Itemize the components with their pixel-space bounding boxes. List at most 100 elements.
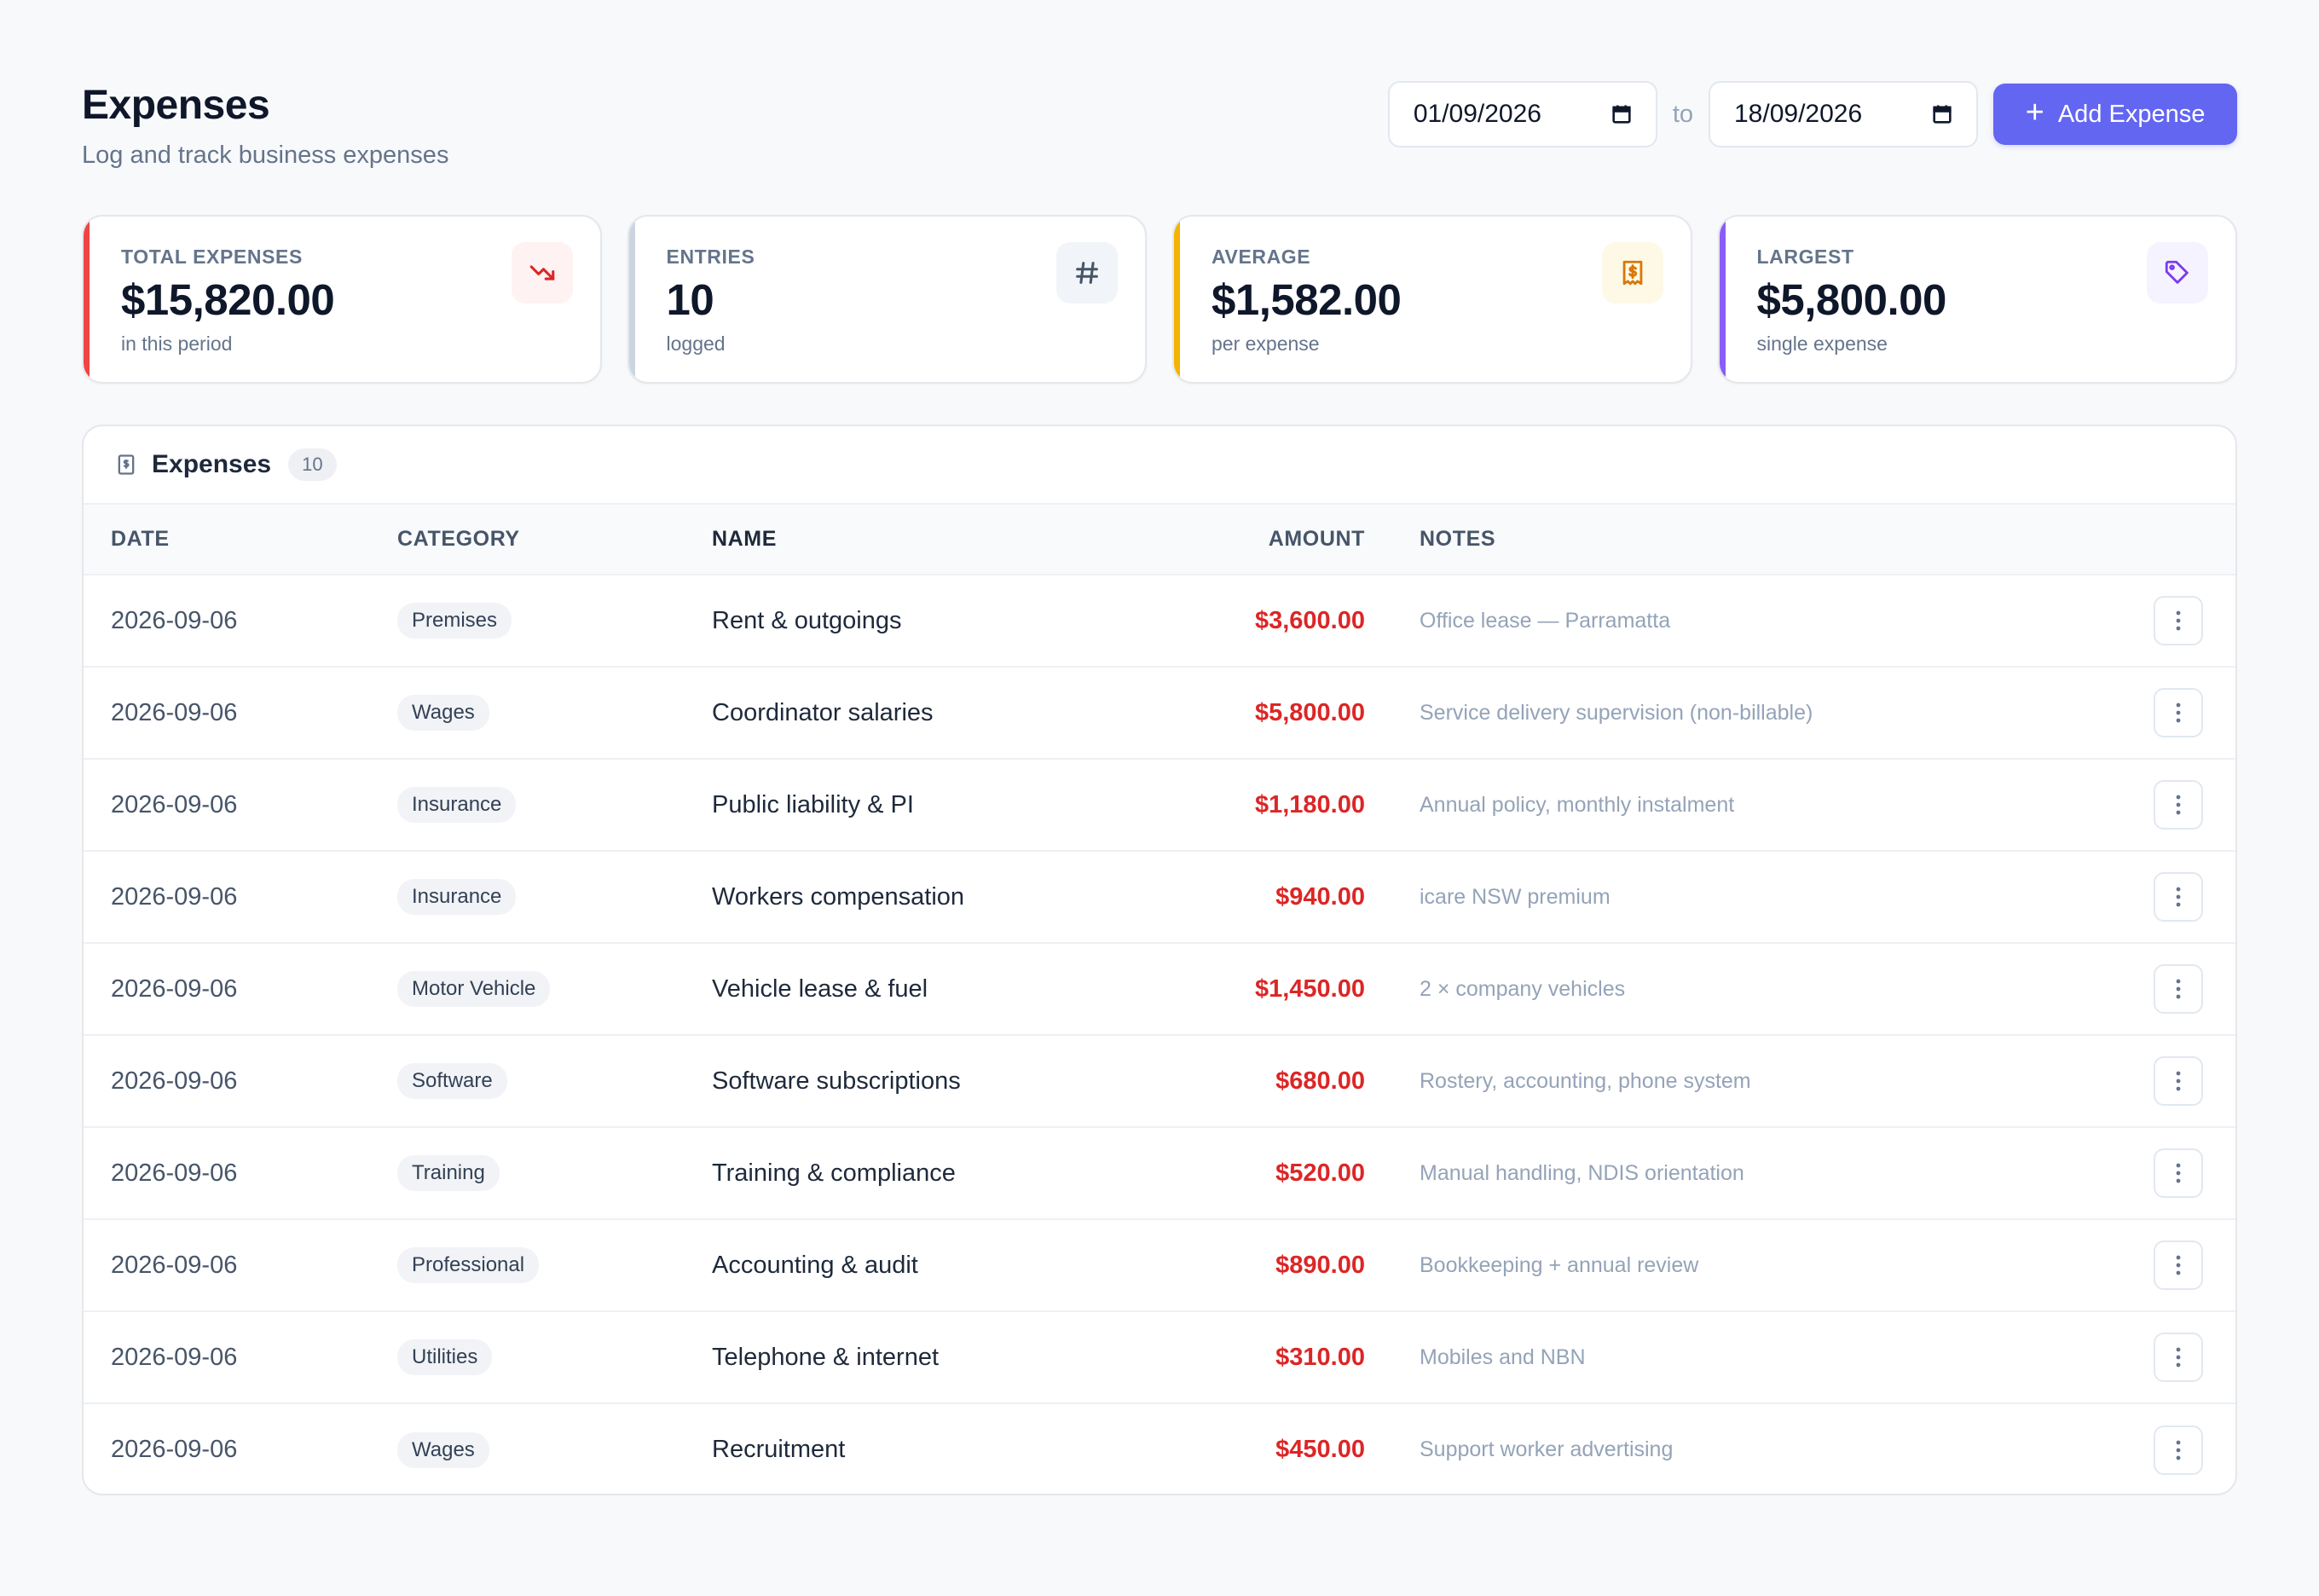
calendar-icon[interactable] xyxy=(1610,102,1634,126)
actions-cell xyxy=(2154,942,2235,1035)
date-to-input[interactable]: 18/09/2026 xyxy=(1709,81,1978,147)
row-actions-button[interactable] xyxy=(2154,1333,2203,1382)
stat-card-average: AVERAGE $1,582.00 per expense xyxy=(1172,215,1692,384)
stat-label: ENTRIES xyxy=(666,246,755,268)
column-header-date[interactable]: DATE xyxy=(84,505,397,575)
expense-notes: Bookkeeping + annual review xyxy=(1365,1218,2154,1311)
expense-notes: Mobiles and NBN xyxy=(1365,1310,2154,1403)
table-row[interactable]: 2026-09-06 Professional Accounting & audit… xyxy=(84,1218,2235,1311)
expense-amount: $890.00 xyxy=(1215,1218,1365,1311)
expense-date: 2026-09-06 xyxy=(111,606,238,634)
card-accent xyxy=(1174,217,1180,382)
table-row[interactable]: 2026-09-06 Premises Rent & outgoings $3,600… xyxy=(84,575,2235,667)
expense-amount: $1,180.00 xyxy=(1215,758,1365,851)
actions-cell xyxy=(2154,1310,2235,1403)
table-row[interactable]: 2026-09-06 Wages Recruitment $450.00 Support… xyxy=(84,1402,2235,1494)
table-row[interactable]: 2026-09-06 Utilities Telephone & internet $… xyxy=(84,1310,2235,1403)
expense-notes: 2 × company vehicles xyxy=(1365,942,2154,1035)
row-actions-button[interactable] xyxy=(2154,964,2203,1014)
expense-name: Rent & outgoings xyxy=(712,606,902,634)
category-badge: Wages xyxy=(397,695,489,731)
expense-date: 2026-09-06 xyxy=(84,1034,397,1127)
actions-cell xyxy=(2154,1402,2235,1494)
receipt-icon xyxy=(1601,242,1663,304)
category-cell: Insurance xyxy=(397,850,712,943)
calendar-icon[interactable] xyxy=(1930,102,1954,126)
actions-cell xyxy=(2154,575,2235,667)
date-from-input[interactable]: 01/09/2026 xyxy=(1387,81,1657,147)
column-header-notes[interactable]: NOTES xyxy=(1365,505,2154,575)
expense-notes: Manual handling, NDIS orientation xyxy=(1365,1126,2154,1219)
add-expense-button[interactable]: + Add Expense xyxy=(1993,84,2237,145)
expense-name: Telephone & internet xyxy=(712,1310,1215,1403)
category-cell: Utilities xyxy=(397,1310,712,1403)
stat-label: AVERAGE xyxy=(1212,246,1311,268)
table-row[interactable]: 2026-09-06 Insurance Public liability & PI… xyxy=(84,758,2235,851)
card-accent xyxy=(84,217,90,382)
expense-notes: Rostery, accounting, phone system xyxy=(1365,1034,2154,1127)
stat-card-largest: LARGEST $5,800.00 single expense xyxy=(1717,215,2237,384)
expense-notes: Service delivery supervision (non-billab… xyxy=(1365,666,2154,759)
category-cell: Training xyxy=(397,1126,712,1219)
column-header-name[interactable]: NAME xyxy=(712,505,1215,575)
category-cell: Motor Vehicle xyxy=(397,942,712,1035)
stat-note: per expense xyxy=(1212,332,1320,355)
count-badge: 10 xyxy=(288,448,337,481)
expense-date: 2026-09-06 xyxy=(84,850,397,943)
expense-notes: Office lease — Parramatta xyxy=(1420,608,1671,633)
column-header-category[interactable]: CATEGORY xyxy=(397,505,712,575)
column-header-actions xyxy=(2154,505,2235,575)
row-actions-button[interactable] xyxy=(2154,1425,2203,1475)
row-actions-button[interactable] xyxy=(2154,1056,2203,1106)
row-actions-button[interactable] xyxy=(2154,780,2203,830)
expense-date: 2026-09-06 xyxy=(84,1402,397,1494)
stat-value: 10 xyxy=(666,275,714,324)
category-cell: Premises xyxy=(397,575,712,667)
expense-amount: $3,600.00 xyxy=(1254,606,1365,634)
panel-title: Expenses xyxy=(152,450,272,478)
table-row[interactable]: 2026-09-06 Software Software subscriptions… xyxy=(84,1034,2235,1127)
category-badge: Training xyxy=(397,1155,500,1191)
row-actions-button[interactable] xyxy=(2154,1240,2203,1290)
receipt-icon xyxy=(118,454,135,475)
stat-card-total: TOTAL EXPENSES $15,820.00 in this period xyxy=(82,215,602,384)
page-header: Expenses Log and track business expenses… xyxy=(82,81,2237,184)
more-vertical-icon xyxy=(2176,887,2181,907)
table-row[interactable]: 2026-09-06 Motor Vehicle Vehicle lease & f… xyxy=(84,942,2235,1035)
stat-note: in this period xyxy=(121,332,233,355)
table-row[interactable]: 2026-09-06 Wages Coordinator salaries $5,80… xyxy=(84,666,2235,759)
expense-name: Accounting & audit xyxy=(712,1218,1215,1311)
header-controls: 01/09/2026 to 18/09/2026 + Add Expense xyxy=(1387,81,2237,147)
more-vertical-icon xyxy=(2176,979,2181,999)
expenses-table: DATE CATEGORY NAME AMOUNT NOTES 2026-09-… xyxy=(84,505,2235,1494)
actions-cell xyxy=(2154,666,2235,759)
row-actions-button[interactable] xyxy=(2154,596,2203,645)
date-from-value: 01/09/2026 xyxy=(1413,100,1541,128)
table-row[interactable]: 2026-09-06 Insurance Workers compensation $… xyxy=(84,850,2235,943)
category-cell: Wages xyxy=(397,1402,712,1494)
column-header-amount[interactable]: AMOUNT xyxy=(1215,505,1365,575)
table-row[interactable]: 2026-09-06 Training Training & compliance $… xyxy=(84,1126,2235,1219)
stat-label: TOTAL EXPENSES xyxy=(121,246,303,268)
hash-icon xyxy=(1056,242,1118,304)
category-cell: Software xyxy=(397,1034,712,1127)
stat-note: logged xyxy=(666,332,726,355)
date-to-value: 18/09/2026 xyxy=(1734,100,1863,128)
row-actions-button[interactable] xyxy=(2154,872,2203,922)
row-actions-button[interactable] xyxy=(2154,688,2203,737)
actions-cell xyxy=(2154,1034,2235,1127)
expense-amount: $5,800.00 xyxy=(1215,666,1365,759)
stat-value: $5,800.00 xyxy=(1756,275,1947,324)
plus-icon: + xyxy=(2025,95,2044,130)
expense-name: Recruitment xyxy=(712,1402,1215,1494)
expense-amount: $450.00 xyxy=(1215,1402,1365,1494)
expense-amount: $680.00 xyxy=(1215,1034,1365,1127)
category-cell: Wages xyxy=(397,666,712,759)
stat-value: $15,820.00 xyxy=(121,275,335,324)
stats-row: TOTAL EXPENSES $15,820.00 in this period… xyxy=(82,215,2237,384)
category-badge: Professional xyxy=(397,1247,540,1283)
expense-date: 2026-09-06 xyxy=(84,666,397,759)
expense-amount: $520.00 xyxy=(1215,1126,1365,1219)
row-actions-button[interactable] xyxy=(2154,1148,2203,1198)
page-title: Expenses xyxy=(82,83,270,128)
